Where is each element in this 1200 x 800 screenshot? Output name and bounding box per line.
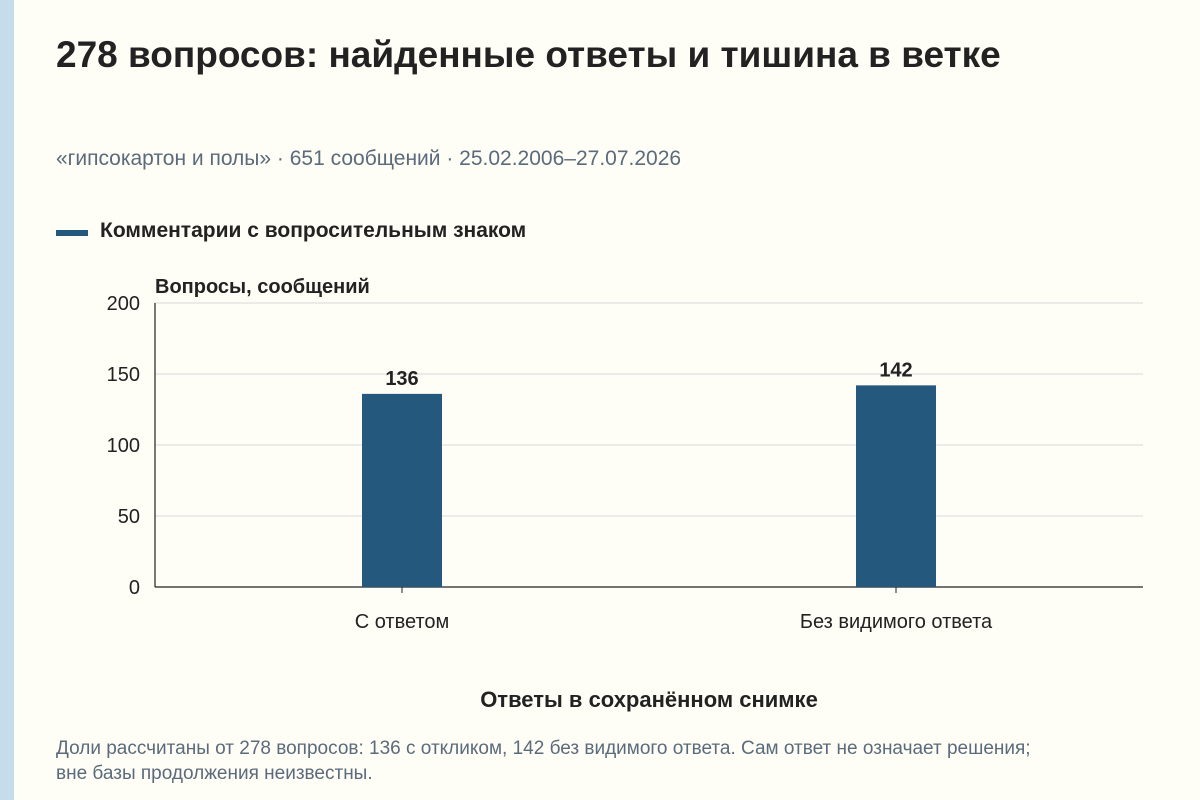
y-axis-title: Вопросы, сообщений xyxy=(155,276,370,298)
chart-subtitle: «гипсокартон и полы» · 651 сообщений · 2… xyxy=(56,147,682,170)
x-tick-label: С ответом xyxy=(355,611,450,633)
data-label: 142 xyxy=(879,359,912,381)
bar-0 xyxy=(362,393,442,587)
gridlines xyxy=(154,302,1143,593)
footnote: Доли рассчитаны от 278 вопросов: 136 с о… xyxy=(56,738,1031,784)
legend-swatch xyxy=(56,230,88,236)
legend-label: Комментарии с вопросительным знаком xyxy=(100,219,527,242)
left-accent-strip xyxy=(0,0,14,800)
y-tick-label: 100 xyxy=(107,435,140,457)
x-tick-label: Без видимого ответа xyxy=(800,611,993,633)
bars xyxy=(362,385,936,587)
legend: Комментарии с вопросительным знаком xyxy=(56,219,526,243)
y-tick-label: 0 xyxy=(129,577,140,599)
chart-title: 278 вопросов: найденные ответы и тишина … xyxy=(56,34,1001,75)
x-axis-title: Ответы в сохранённом снимке xyxy=(480,687,818,712)
y-tick-label: 50 xyxy=(118,506,140,528)
tick-labels: 0 50 100 150 200 С ответом 136 Без видимого отв… xyxy=(107,293,993,633)
data-label: 136 xyxy=(385,368,418,390)
y-tick-label: 200 xyxy=(107,293,140,315)
y-tick-label: 150 xyxy=(107,364,140,386)
bar-1 xyxy=(856,385,936,587)
